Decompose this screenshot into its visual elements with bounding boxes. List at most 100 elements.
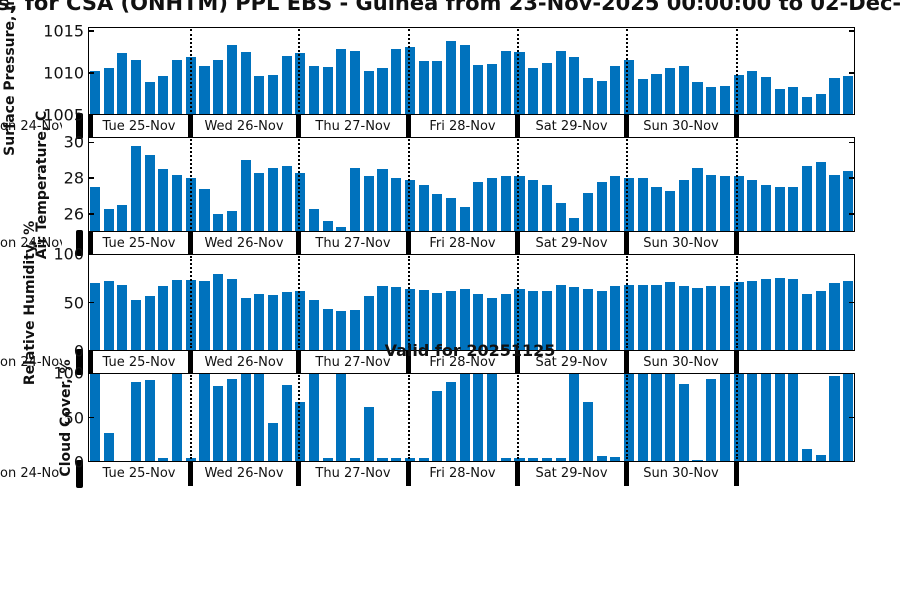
bar-air-temperature (130, 146, 142, 232)
bar-relative-humidity (815, 290, 826, 351)
bar-cloud-cover (391, 458, 402, 462)
day-label: Fri 28-Nov (429, 355, 496, 370)
bar-surface-pressure (843, 76, 854, 115)
bar-surface-pressure (117, 53, 128, 115)
bar-cloud-cover (596, 455, 607, 462)
bar-surface-pressure (637, 79, 648, 115)
bar-cloud-cover (815, 454, 826, 462)
bar-cloud-cover (692, 460, 703, 462)
day-gridline (190, 139, 192, 229)
y-tick-mark (89, 72, 94, 74)
day-gridline (517, 256, 519, 348)
bar-relative-humidity (199, 281, 210, 351)
bar-cloud-cover (281, 384, 292, 462)
y-tick-label: 1015 (43, 21, 84, 41)
bar-surface-pressure (295, 53, 306, 115)
bar-relative-humidity (172, 280, 183, 351)
bar-surface-pressure (596, 80, 607, 115)
bar-air-temperature (569, 217, 580, 232)
bar-air-temperature (308, 208, 320, 232)
bar-relative-humidity (418, 289, 429, 351)
bar-relative-humidity (350, 310, 361, 351)
day-boundary-tick (514, 115, 520, 137)
bar-air-temperature (582, 192, 594, 232)
bar-air-temperature (651, 187, 662, 232)
day-label: Sat 29-Nov (535, 355, 608, 370)
bar-relative-humidity (89, 283, 100, 351)
bar-air-temperature (487, 178, 498, 232)
bar-surface-pressure (815, 94, 826, 115)
bar-relative-humidity (555, 285, 566, 351)
bar-air-temperature (158, 169, 169, 232)
bar-surface-pressure (418, 61, 429, 115)
bar-cloud-cover (678, 383, 689, 462)
bar-air-temperature (391, 178, 402, 232)
day-boundary-tick (76, 349, 83, 375)
bar-air-temperature (363, 176, 374, 232)
bar-relative-humidity (596, 290, 607, 351)
bar-air-temperature (692, 167, 703, 232)
bar-relative-humidity (445, 290, 457, 351)
bar-relative-humidity (322, 309, 333, 351)
day-gridline (298, 375, 300, 459)
y-tick-mark (89, 416, 94, 419)
bar-surface-pressure (267, 74, 279, 115)
bar-relative-humidity (377, 286, 388, 351)
bar-surface-pressure (103, 68, 114, 115)
day-gridline (626, 375, 628, 459)
bar-surface-pressure (706, 87, 717, 115)
bar-cloud-cover (172, 373, 183, 462)
day-gridline (517, 375, 519, 459)
y-tick-mark (848, 177, 854, 179)
bar-relative-humidity (843, 281, 854, 351)
bar-air-temperature (760, 185, 772, 232)
bar-relative-humidity (665, 282, 676, 351)
bar-cloud-cover (706, 379, 717, 462)
day-label: Tue 25-Nov (102, 466, 176, 481)
bar-air-temperature (459, 206, 470, 232)
bar-relative-humidity (144, 295, 155, 351)
y-tick-mark (89, 213, 94, 215)
bar-cloud-cover (240, 373, 251, 462)
bar-surface-pressure (391, 48, 402, 115)
bar-cloud-cover (144, 380, 155, 462)
day-label: Fri 28-Nov (429, 236, 496, 251)
bar-air-temperature (226, 210, 237, 232)
y-tick-mark (848, 416, 854, 419)
y-tick-mark (89, 141, 94, 144)
day-gridline (190, 375, 192, 459)
day-boundary-tick (514, 351, 520, 373)
bar-surface-pressure (829, 78, 840, 115)
bar-air-temperature (610, 176, 621, 232)
day-label: Wed 26-Nov (204, 466, 284, 481)
bar-relative-humidity (719, 286, 730, 351)
day-label: Sun 30-Nov (643, 466, 719, 481)
day-label: Fri 28-Nov (429, 466, 496, 481)
bar-surface-pressure (514, 52, 525, 115)
bar-surface-pressure (500, 50, 511, 115)
bar-relative-humidity (281, 291, 292, 351)
bar-air-temperature (843, 171, 854, 232)
bar-surface-pressure (692, 81, 703, 115)
bar-air-temperature (719, 176, 730, 232)
day-boundary-tick (405, 351, 411, 373)
bar-relative-humidity (788, 279, 799, 351)
bar-cloud-cover (802, 448, 813, 462)
bar-surface-pressure (678, 66, 689, 115)
bar-relative-humidity (130, 299, 142, 351)
bar-air-temperature (624, 178, 635, 232)
day-boundary-tick (88, 351, 93, 373)
bar-air-temperature (788, 187, 799, 232)
bar-cloud-cover (487, 373, 498, 462)
bar-cloud-cover (541, 458, 552, 462)
y-tick-label: 50 (63, 408, 84, 427)
bar-surface-pressure (760, 77, 772, 115)
bar-relative-humidity (733, 282, 744, 351)
day-boundary-tick (623, 115, 629, 137)
bar-surface-pressure (322, 67, 333, 115)
bar-surface-pressure (363, 71, 374, 115)
bar-surface-pressure (555, 50, 566, 115)
day-boundary-tick (88, 232, 93, 254)
bar-cloud-cover (514, 458, 525, 462)
bar-relative-humidity (747, 281, 758, 351)
